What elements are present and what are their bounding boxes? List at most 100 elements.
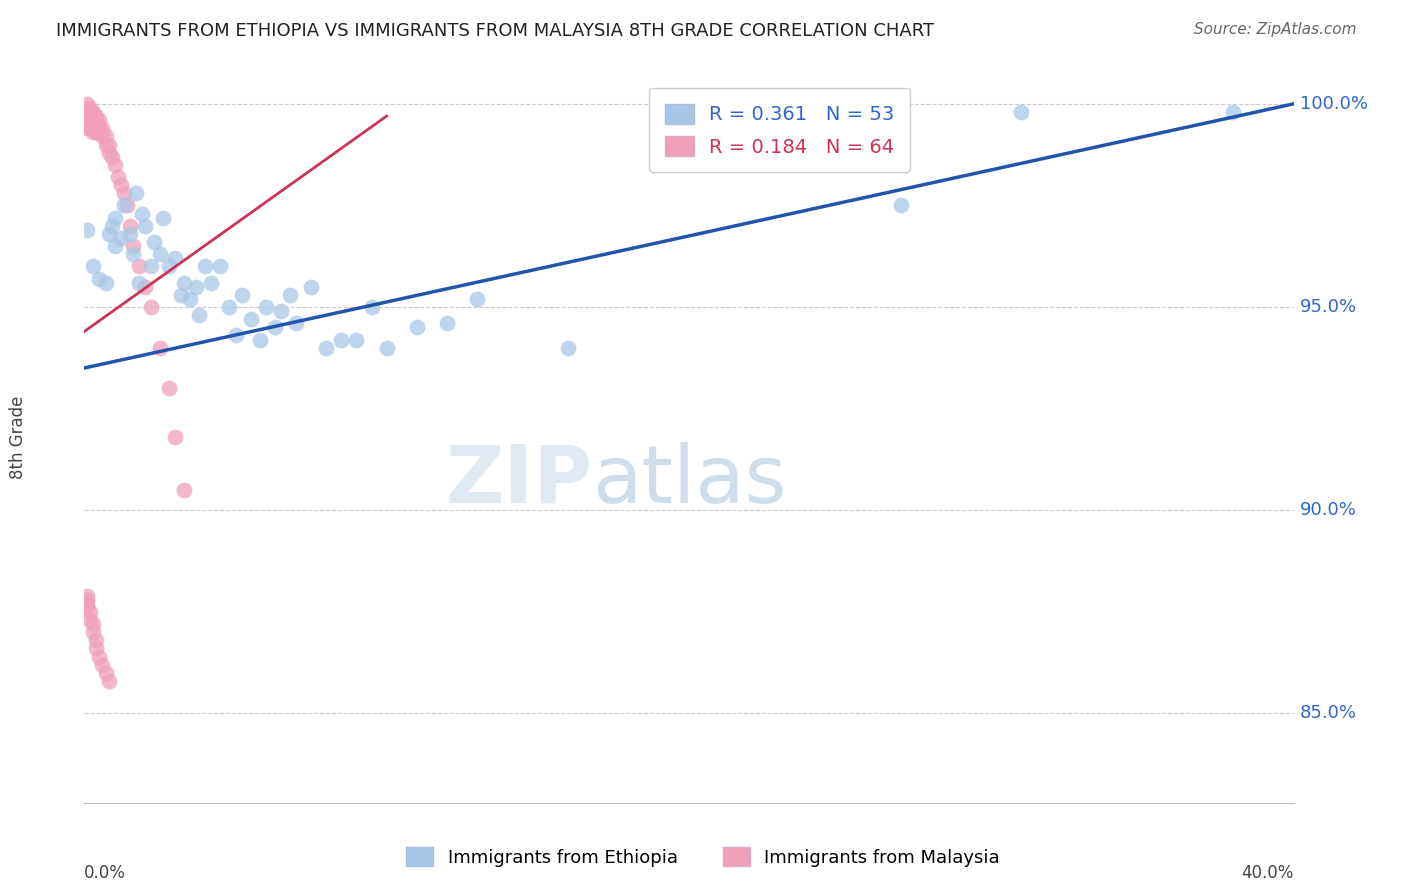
Point: [76, 109, 98, 123]
Point: [249, 333, 271, 347]
Point: [79, 117, 101, 131]
Point: [82, 617, 104, 632]
Text: 0.0%: 0.0%: [84, 863, 127, 882]
Point: [139, 300, 162, 314]
Point: [200, 276, 222, 290]
Point: [91, 657, 114, 672]
Point: [104, 239, 127, 253]
Point: [82, 125, 104, 139]
Point: [360, 300, 382, 314]
Point: [76, 117, 98, 131]
Point: [194, 260, 217, 274]
Point: [173, 483, 195, 497]
Point: [86, 109, 108, 123]
Text: 100.0%: 100.0%: [1299, 95, 1368, 113]
Point: [76, 600, 98, 615]
Point: [76, 597, 98, 611]
Point: [142, 235, 165, 249]
Point: [436, 316, 458, 330]
Point: [94, 129, 117, 144]
Text: Source: ZipAtlas.com: Source: ZipAtlas.com: [1194, 22, 1357, 37]
Point: [100, 219, 122, 233]
Point: [82, 625, 104, 640]
Point: [1222, 105, 1244, 120]
Point: [121, 247, 143, 261]
Point: [1011, 105, 1033, 120]
Point: [76, 589, 98, 603]
Point: [79, 605, 101, 619]
Text: 85.0%: 85.0%: [1299, 705, 1357, 723]
Point: [82, 260, 104, 274]
Point: [82, 113, 104, 128]
Point: [82, 117, 104, 131]
Point: [131, 206, 153, 220]
Point: [278, 288, 301, 302]
Point: [157, 260, 180, 274]
Point: [82, 105, 104, 120]
Point: [231, 288, 253, 302]
Point: [406, 320, 429, 334]
Point: [285, 316, 308, 330]
Point: [79, 613, 101, 627]
Point: [76, 109, 98, 123]
Point: [186, 279, 208, 293]
Point: [86, 125, 108, 139]
Point: [315, 341, 337, 355]
Point: [76, 113, 98, 128]
Point: [76, 592, 98, 607]
Text: atlas: atlas: [592, 442, 786, 520]
Point: [121, 239, 143, 253]
Point: [165, 252, 187, 266]
Point: [94, 137, 117, 152]
Point: [76, 113, 98, 128]
Text: 95.0%: 95.0%: [1299, 298, 1357, 316]
Point: [97, 137, 120, 152]
Point: [86, 117, 108, 131]
Point: [89, 649, 111, 664]
Point: [128, 276, 150, 290]
Point: [89, 125, 111, 139]
Point: [209, 260, 232, 274]
Point: [82, 109, 104, 123]
Point: [125, 186, 148, 201]
Point: [76, 105, 98, 120]
Point: [118, 219, 141, 233]
Point: [79, 113, 101, 128]
Point: [128, 260, 150, 274]
Point: [263, 320, 285, 334]
Point: [115, 198, 138, 212]
Point: [110, 231, 132, 245]
Point: [89, 121, 111, 136]
Point: [254, 300, 277, 314]
Point: [76, 96, 98, 111]
Point: [346, 333, 368, 347]
Point: [107, 169, 129, 184]
Point: [225, 328, 247, 343]
Point: [890, 198, 912, 212]
Point: [170, 288, 193, 302]
Point: [139, 260, 162, 274]
Point: [149, 341, 172, 355]
Point: [165, 430, 187, 444]
Point: [330, 333, 353, 347]
Point: [94, 665, 117, 680]
Point: [82, 121, 104, 136]
Point: [557, 341, 579, 355]
Point: [299, 279, 322, 293]
Point: [134, 279, 156, 293]
Text: IMMIGRANTS FROM ETHIOPIA VS IMMIGRANTS FROM MALAYSIA 8TH GRADE CORRELATION CHART: IMMIGRANTS FROM ETHIOPIA VS IMMIGRANTS F…: [56, 22, 935, 40]
Point: [97, 673, 120, 688]
Point: [79, 109, 101, 123]
Point: [375, 341, 398, 355]
Point: [86, 633, 108, 648]
Point: [134, 219, 156, 233]
Point: [118, 227, 141, 241]
Point: [179, 292, 201, 306]
Text: ZIP: ZIP: [444, 442, 592, 520]
Point: [152, 211, 174, 225]
Point: [79, 101, 101, 115]
Point: [91, 121, 114, 136]
Point: [76, 121, 98, 136]
Point: [112, 186, 135, 201]
Point: [100, 150, 122, 164]
